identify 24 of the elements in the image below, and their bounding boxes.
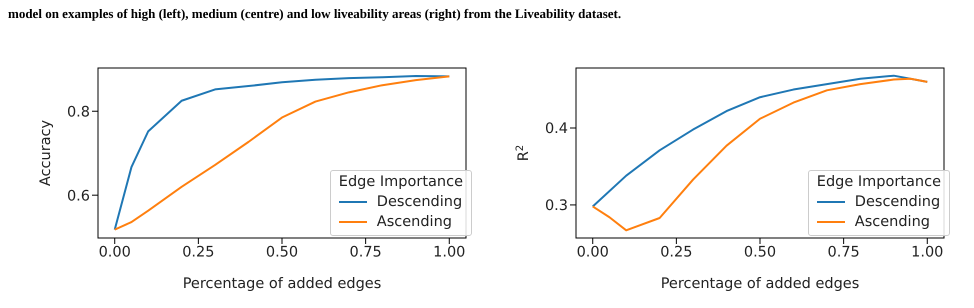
y-axis-title: Accuracy xyxy=(38,119,54,186)
y-tick-label: 0.6 xyxy=(66,188,90,204)
legend-title: Edge Importance xyxy=(816,174,941,190)
x-tick-label: 1.00 xyxy=(433,244,466,260)
x-tick-label: 0.25 xyxy=(660,244,693,260)
x-tick-label: 1.00 xyxy=(911,244,944,260)
x-axis-title: Percentage of added edges xyxy=(660,276,860,292)
x-tick-label: 0.00 xyxy=(98,244,131,260)
y-tick-label: 0.4 xyxy=(544,121,568,138)
legend-label: Ascending xyxy=(854,213,930,232)
legend-title: Edge Importance xyxy=(338,174,463,190)
x-tick-label: 0.75 xyxy=(349,244,382,260)
x-tick-label: 0.50 xyxy=(744,244,776,260)
x-tick-label: 0.25 xyxy=(182,244,215,260)
x-tick-label: 0.00 xyxy=(576,244,609,260)
x-tick-label: 0.50 xyxy=(266,244,298,260)
x-tick-label: 0.75 xyxy=(827,244,860,260)
text: model on examples of high (left), medium (centre) and low liveability areas (right) from the Liveability dataset. xyxy=(8,6,622,22)
legend-label: Descending xyxy=(376,193,462,212)
y-tick-label: 0.8 xyxy=(66,104,90,120)
x-axis-title: Percentage of added edges xyxy=(182,276,382,292)
legend-label: Descending xyxy=(854,193,940,212)
legend-label: Ascending xyxy=(376,213,452,232)
y-tick-label: 0.3 xyxy=(544,198,568,214)
